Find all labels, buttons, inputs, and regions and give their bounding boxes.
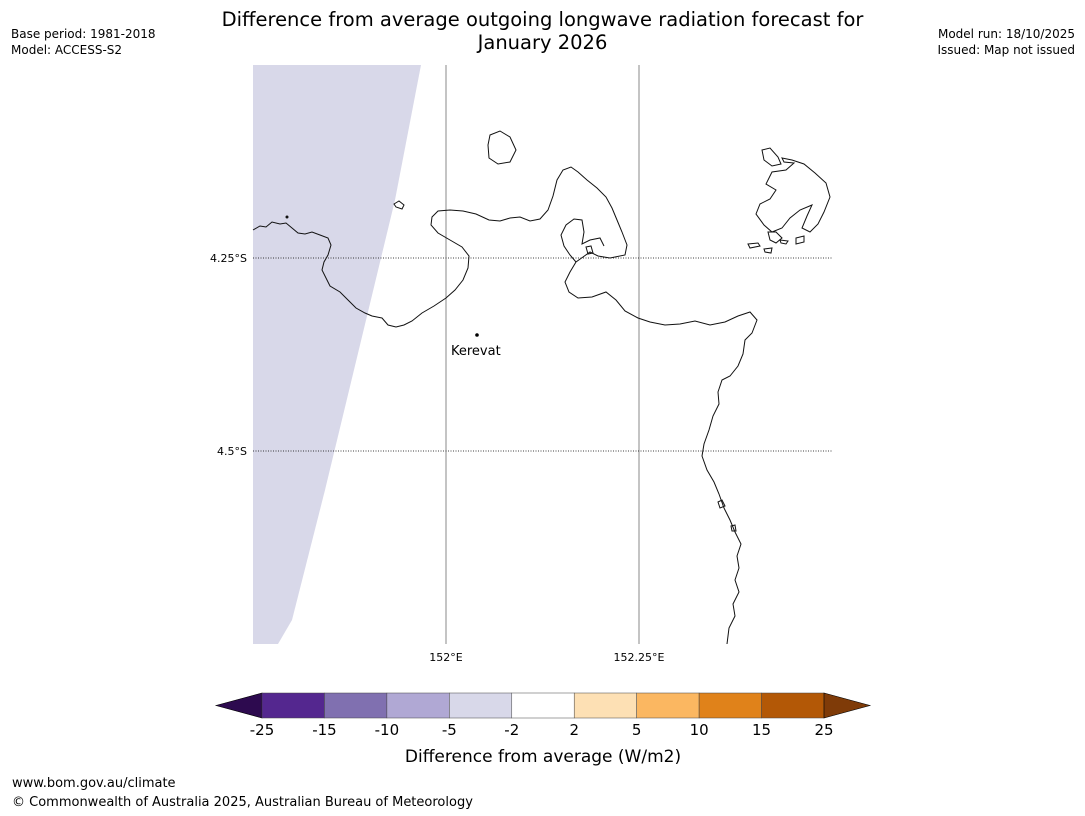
colorbar-tick-label: 10 bbox=[690, 721, 709, 739]
islet-east-coast-1 bbox=[717, 499, 726, 509]
coastline-group bbox=[252, 130, 831, 645]
colorbar-tick-label: 15 bbox=[752, 721, 771, 739]
colorbar-tick-label: -5 bbox=[442, 721, 457, 739]
coastline-main bbox=[252, 166, 758, 645]
colorbar-segment bbox=[386, 692, 450, 719]
colorbar-tick-label: -15 bbox=[312, 721, 337, 739]
islet-bay bbox=[585, 245, 594, 255]
footer-copyright: © Commonwealth of Australia 2025, Austra… bbox=[12, 795, 473, 810]
kerevat-label: Kerevat bbox=[451, 344, 501, 359]
lon-label-152: 152°E bbox=[429, 651, 462, 664]
colorbar-tick-label: 5 bbox=[632, 721, 642, 739]
colorbar-segment bbox=[261, 692, 325, 719]
island-north bbox=[487, 130, 517, 165]
lat-label-4-5: 4.5°S bbox=[217, 445, 247, 458]
islands-northeast bbox=[747, 147, 831, 254]
islet-west bbox=[393, 200, 405, 210]
colorbar: -25 -15 -10 -5 -2 2 5 10 15 25 bbox=[214, 692, 872, 739]
title-line-2: January 2026 bbox=[477, 31, 608, 54]
islet-dot bbox=[285, 215, 289, 219]
colorbar-label: Difference from average (W/m2) bbox=[405, 747, 681, 767]
title-line-1: Difference from average outgoing longwav… bbox=[221, 8, 864, 31]
lon-label-152-25: 152.25°E bbox=[614, 651, 665, 664]
header-right: Model run: 18/10/2025 Issued: Map not is… bbox=[937, 26, 1075, 58]
kerevat-marker bbox=[475, 333, 479, 337]
colorbar-tick-label: -10 bbox=[375, 721, 400, 739]
page-title: Difference from average outgoing longwav… bbox=[190, 8, 895, 54]
colorbar-segment bbox=[324, 692, 388, 719]
colorbar-extend-high bbox=[823, 692, 872, 719]
colorbar-segment bbox=[698, 692, 762, 719]
colorbar-segment bbox=[511, 692, 575, 719]
model-text: Model: ACCESS-S2 bbox=[11, 43, 123, 57]
colorbar-segment bbox=[761, 692, 825, 719]
colorbar-segment bbox=[636, 692, 700, 719]
header-left: Base period: 1981-2018 Model: ACCESS-S2 bbox=[11, 26, 156, 58]
islet-east-coast-2 bbox=[730, 524, 737, 532]
colorbar-tick-label: -2 bbox=[504, 721, 519, 739]
colorbar-extend-low bbox=[214, 692, 263, 719]
colorbar-segment bbox=[573, 692, 637, 719]
coastline-inner-bay bbox=[560, 218, 605, 263]
base-period-text: Base period: 1981-2018 bbox=[11, 27, 156, 41]
colorbar-tick-label: 25 bbox=[814, 721, 833, 739]
lat-label-4-25: 4.25°S bbox=[210, 252, 247, 265]
footer-url: www.bom.gov.au/climate bbox=[12, 776, 176, 791]
anomaly-region bbox=[253, 65, 421, 644]
colorbar-segment bbox=[449, 692, 513, 719]
model-run-text: Model run: 18/10/2025 bbox=[937, 27, 1075, 41]
colorbar-tick-label: 2 bbox=[569, 721, 579, 739]
colorbar-tick-label: -25 bbox=[250, 721, 275, 739]
issued-text: Issued: Map not issued bbox=[937, 43, 1075, 57]
